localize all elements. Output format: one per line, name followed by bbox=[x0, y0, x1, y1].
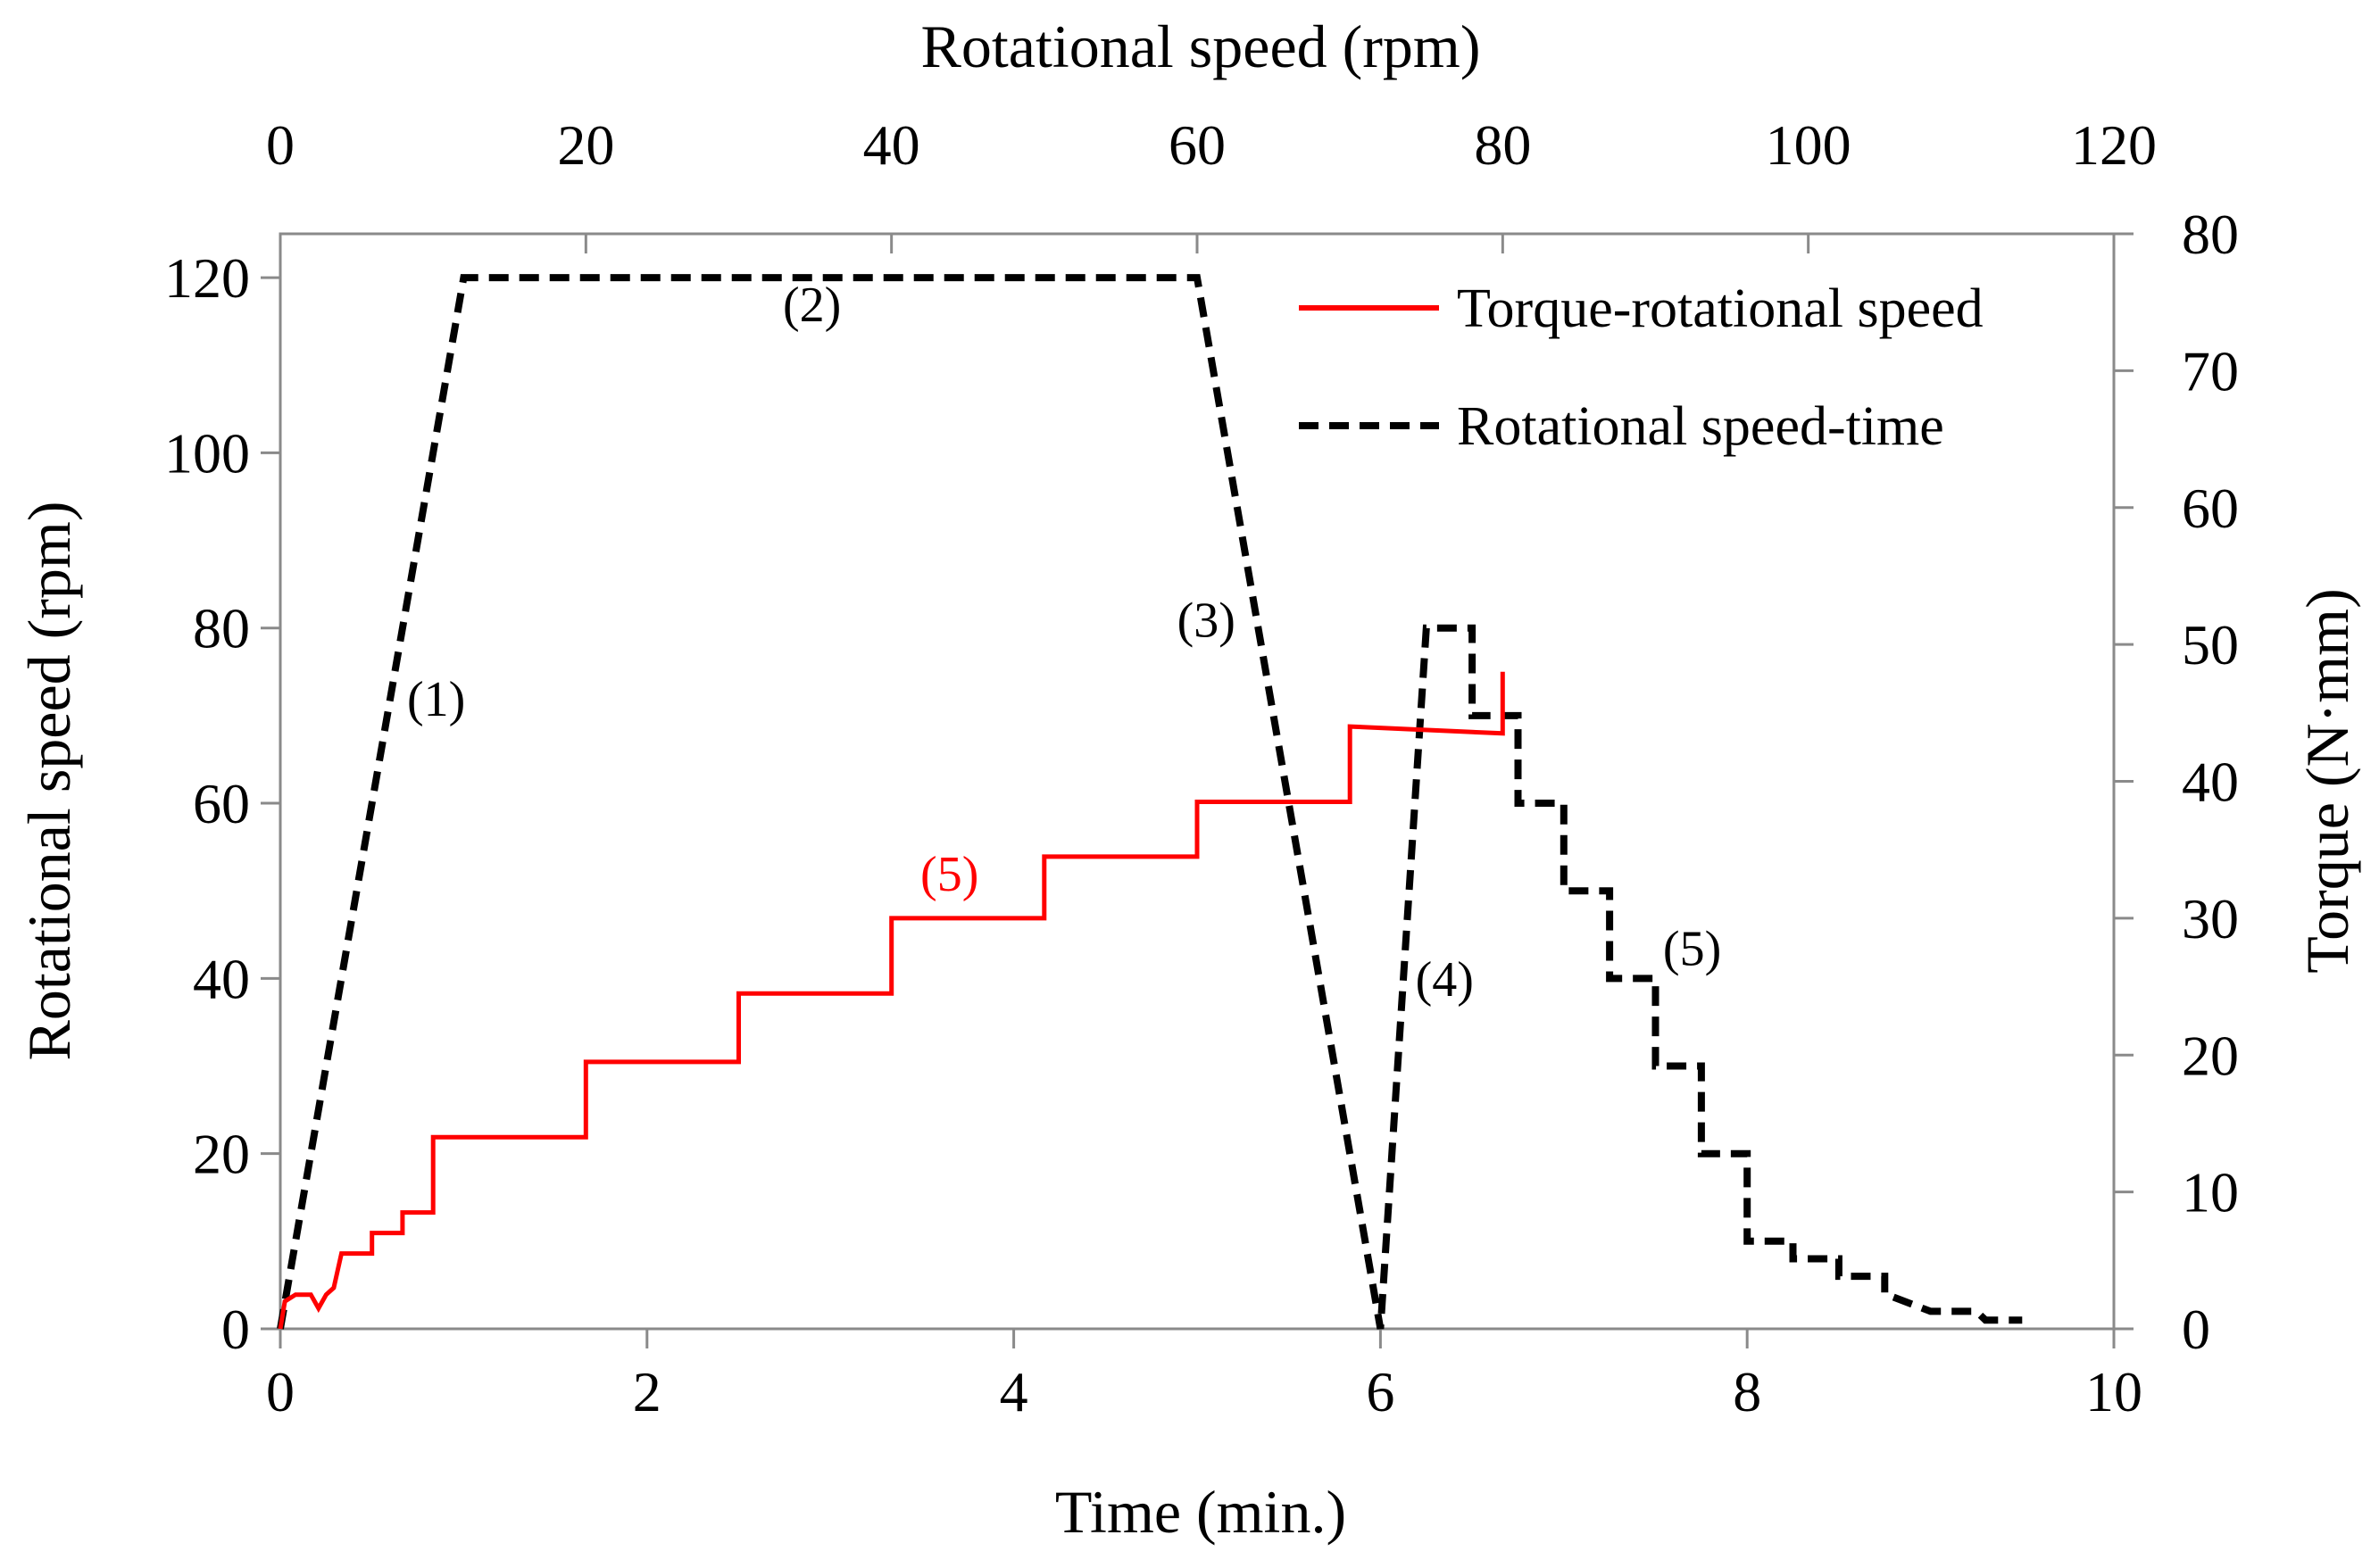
legend: Torque-rotational speed Rotational speed… bbox=[1299, 278, 1984, 457]
right-axis-title: Torque (N·mm) bbox=[2293, 588, 2361, 973]
right-axis: 0 10 20 30 40 50 60 70 80 bbox=[2114, 203, 2239, 1361]
left-axis: 0 20 40 60 80 100 120 bbox=[164, 246, 280, 1361]
bottom-tick-label: 0 bbox=[266, 1360, 295, 1423]
left-tick-label: 100 bbox=[164, 421, 250, 485]
top-tick-label: 60 bbox=[1169, 113, 1226, 177]
bottom-axis-title: Time (min.) bbox=[1055, 1478, 1346, 1546]
bottom-tick-label: 2 bbox=[633, 1360, 661, 1423]
left-axis-title: Rotational speed (rpm) bbox=[15, 502, 83, 1061]
bottom-tick-label: 6 bbox=[1366, 1360, 1394, 1423]
left-tick-label: 20 bbox=[193, 1123, 250, 1186]
right-tick-label: 70 bbox=[2182, 339, 2239, 402]
phase-annotation: (4) bbox=[1416, 952, 1474, 1008]
left-tick-label: 40 bbox=[193, 947, 250, 1010]
right-tick-label: 10 bbox=[2182, 1161, 2239, 1224]
left-tick-label: 120 bbox=[164, 246, 250, 310]
left-tick-label: 60 bbox=[193, 772, 250, 835]
left-tick-label: 0 bbox=[221, 1298, 250, 1361]
bottom-axis: 0 2 4 6 8 10 bbox=[266, 1329, 2142, 1423]
right-tick-label: 40 bbox=[2182, 751, 2239, 814]
phase-annotation: (5) bbox=[920, 847, 978, 902]
series-line-rotational-speed-time bbox=[277, 274, 2023, 1330]
top-axis: 0 20 40 60 80 100 120 bbox=[266, 113, 2157, 253]
right-tick-label: 0 bbox=[2182, 1298, 2210, 1361]
top-tick-label: 120 bbox=[2071, 113, 2157, 177]
right-tick-label: 60 bbox=[2182, 477, 2239, 540]
top-tick-label: 20 bbox=[557, 113, 614, 177]
series-line-torque-rotational-speed bbox=[278, 671, 1505, 1330]
top-tick-label: 80 bbox=[1474, 113, 1531, 177]
legend-label-torque: Torque-rotational speed bbox=[1457, 278, 1984, 339]
right-tick-label: 80 bbox=[2182, 203, 2239, 266]
right-tick-label: 50 bbox=[2182, 613, 2239, 676]
annotation-layer: (1) (2) (3) (4) (5) (5) bbox=[407, 278, 1721, 1008]
phase-annotation: (2) bbox=[783, 278, 841, 333]
right-tick-label: 30 bbox=[2182, 887, 2239, 950]
phase-annotation: (1) bbox=[407, 672, 465, 727]
top-tick-label: 40 bbox=[863, 113, 920, 177]
bottom-tick-label: 4 bbox=[1000, 1360, 1028, 1423]
series-layer bbox=[277, 274, 2023, 1330]
legend-label-speed: Rotational speed-time bbox=[1457, 396, 1944, 457]
phase-annotation: (3) bbox=[1177, 593, 1235, 649]
left-tick-label: 80 bbox=[193, 597, 250, 660]
bottom-tick-label: 8 bbox=[1733, 1360, 1761, 1423]
bottom-tick-label: 10 bbox=[2085, 1360, 2142, 1423]
phase-annotation: (5) bbox=[1663, 922, 1721, 977]
right-tick-label: 20 bbox=[2182, 1024, 2239, 1087]
top-tick-label: 0 bbox=[266, 113, 295, 177]
top-tick-label: 100 bbox=[1766, 113, 1851, 177]
top-axis-title: Rotational speed (rpm) bbox=[921, 12, 1481, 80]
